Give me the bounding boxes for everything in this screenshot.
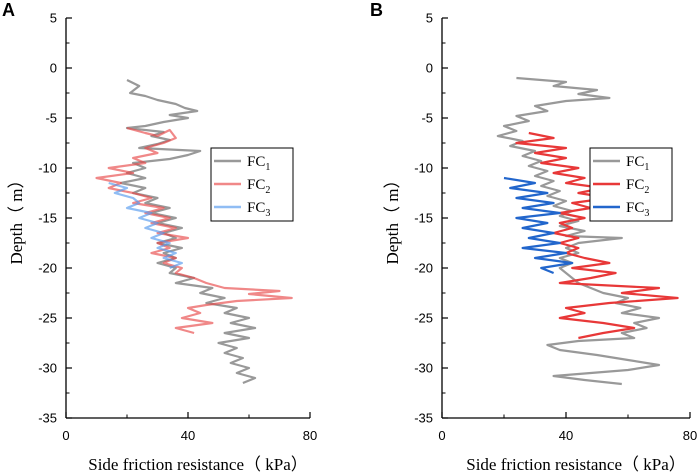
y-tick-label: -5 bbox=[421, 111, 433, 126]
y-tick-label: 0 bbox=[50, 61, 57, 76]
x-tick-label: 0 bbox=[438, 428, 445, 443]
legend-label-fc1: FC1 bbox=[626, 154, 649, 173]
y-axis-label: Depth（ m） bbox=[383, 171, 402, 264]
legend-label-fc3: FC3 bbox=[247, 200, 270, 219]
y-tick-label: 0 bbox=[426, 61, 433, 76]
legend-label-fc3: FC3 bbox=[626, 200, 649, 219]
legend-subscript: 1 bbox=[644, 162, 649, 173]
y-tick-label: -10 bbox=[414, 161, 433, 176]
x-axis-label: Side friction resistance（ kPa） bbox=[466, 455, 686, 474]
series-line-fc2 bbox=[515, 131, 679, 340]
y-tick-label: -25 bbox=[414, 311, 433, 326]
series-line-fc1 bbox=[496, 76, 661, 386]
y-tick-label: -30 bbox=[38, 361, 57, 376]
y-tick-label: -30 bbox=[414, 361, 433, 376]
legend-subscript: 3 bbox=[265, 208, 270, 219]
y-tick-label: -20 bbox=[38, 261, 57, 276]
legend-subscript: 2 bbox=[265, 185, 270, 196]
legend: FC1 FC2 FC3 bbox=[589, 147, 673, 222]
y-axis-label: Depth（ m） bbox=[7, 171, 26, 264]
legend-label-fc1: FC1 bbox=[247, 154, 270, 173]
x-tick-label: 80 bbox=[303, 428, 317, 443]
panel-b: B 5 0 -5 -10 -15 -20 -25 -30 -35 0 40 80 Side frictio… bbox=[370, 0, 697, 474]
x-axis-label: Side friction resistance（ kPa） bbox=[88, 455, 308, 474]
y-tick-label: -15 bbox=[38, 211, 57, 226]
panel-a: A 5 0 -5 -10 -15 -20 -25 -30 -35 0 40 80 Side frictio… bbox=[2, 0, 317, 474]
x-tick-label: 40 bbox=[559, 428, 573, 443]
y-tick-label: -10 bbox=[38, 161, 57, 176]
legend-subscript: 3 bbox=[644, 208, 649, 219]
panel-label: A bbox=[2, 0, 15, 20]
y-tick-label: -15 bbox=[414, 211, 433, 226]
series-line-fc2 bbox=[95, 126, 293, 335]
x-tick-label: 80 bbox=[683, 428, 697, 443]
x-tick-label: 0 bbox=[62, 428, 69, 443]
series-line-fc3 bbox=[108, 181, 183, 270]
y-tick-label: -20 bbox=[414, 261, 433, 276]
y-tick-label: -5 bbox=[45, 111, 57, 126]
y-tick-label: -25 bbox=[38, 311, 57, 326]
legend: FC1 FC2 FC3 bbox=[210, 147, 294, 222]
legend-subscript: 1 bbox=[265, 162, 270, 173]
y-tick-label: 5 bbox=[50, 11, 57, 26]
y-tick-label: -35 bbox=[38, 411, 57, 426]
legend-label-fc2: FC2 bbox=[626, 177, 649, 196]
series-line-fc3 bbox=[503, 176, 574, 275]
x-tick-label: 40 bbox=[181, 428, 195, 443]
panel-label: B bbox=[370, 0, 383, 20]
y-tick-label: 5 bbox=[426, 11, 433, 26]
y-tick-label: -35 bbox=[414, 411, 433, 426]
legend-subscript: 2 bbox=[644, 185, 649, 196]
legend-label-fc2: FC2 bbox=[247, 177, 270, 196]
series-line-fc1 bbox=[119, 79, 257, 385]
